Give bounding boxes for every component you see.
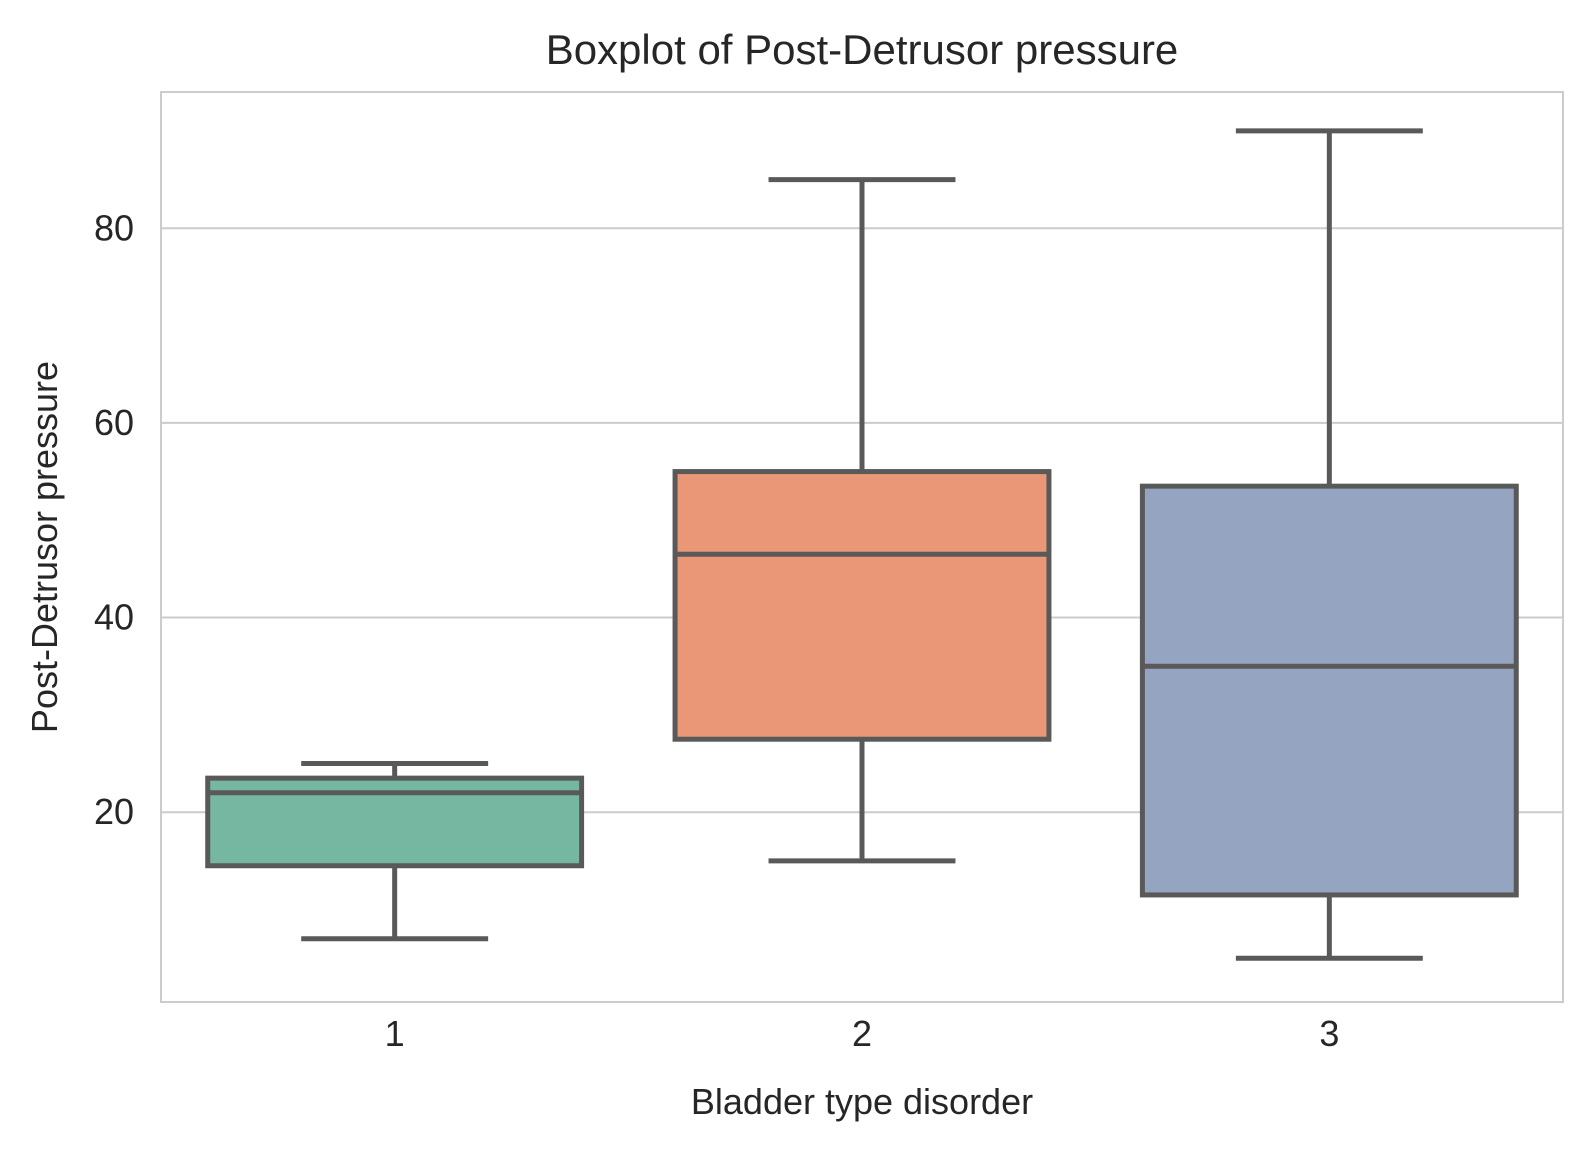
x-tick-label: 3 <box>1319 1013 1339 1054</box>
y-tick-label: 80 <box>94 207 134 248</box>
y-tick-label: 40 <box>94 597 134 638</box>
x-tick-labels: 1 2 3 <box>385 1013 1340 1054</box>
plot-frame <box>160 91 1564 1003</box>
x-tick-label: 2 <box>852 1013 872 1054</box>
box-category-3 <box>1139 128 1519 961</box>
x-axis-label: Bladder type disorder <box>691 1081 1033 1122</box>
box-category-2 <box>672 177 1052 864</box>
box-category-1 <box>205 761 585 942</box>
y-tick-label: 60 <box>94 402 134 443</box>
y-axis-label: Post-Detrusor pressure <box>24 361 65 733</box>
y-tick-labels: 20 40 60 80 <box>94 207 134 832</box>
boxes-group <box>205 128 1519 961</box>
chart-title: Boxplot of Post-Detrusor pressure <box>546 26 1179 73</box>
iqr-box <box>1139 483 1519 898</box>
y-tick-label: 20 <box>94 791 134 832</box>
x-tick-label: 1 <box>385 1013 405 1054</box>
iqr-box <box>672 469 1052 742</box>
